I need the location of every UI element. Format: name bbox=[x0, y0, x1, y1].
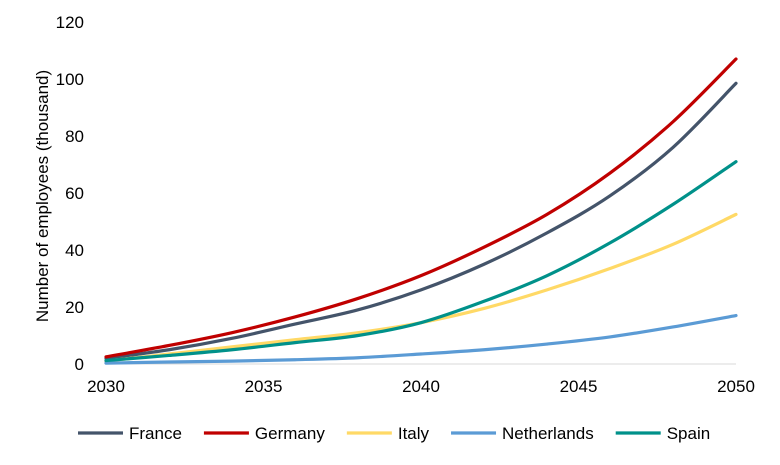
legend-label-italy: Italy bbox=[398, 424, 430, 443]
x-tick-label: 2050 bbox=[717, 377, 755, 396]
y-axis: 0 20 40 60 80 100 120 bbox=[56, 13, 84, 374]
series-line-germany bbox=[104, 57, 738, 359]
y-tick-label: 20 bbox=[65, 298, 84, 317]
series-line-spain bbox=[104, 160, 738, 363]
x-tick-label: 2040 bbox=[402, 377, 440, 396]
y-tick-label: 80 bbox=[65, 127, 84, 146]
x-tick-label: 2035 bbox=[245, 377, 283, 396]
plot-area bbox=[104, 57, 738, 365]
legend: France Germany Italy Netherlands Spain bbox=[78, 424, 710, 443]
series-line-france bbox=[104, 81, 738, 360]
x-axis: 2030 2035 2040 2045 2050 bbox=[87, 363, 755, 396]
series-line-netherlands bbox=[104, 313, 738, 365]
y-tick-label: 0 bbox=[75, 355, 84, 374]
y-tick-label: 100 bbox=[56, 70, 84, 89]
y-tick-label: 40 bbox=[65, 241, 84, 260]
x-tick-label: 2030 bbox=[87, 377, 125, 396]
legend-label-france: France bbox=[129, 424, 182, 443]
legend-label-germany: Germany bbox=[255, 424, 325, 443]
legend-label-netherlands: Netherlands bbox=[502, 424, 594, 443]
x-tick-label: 2045 bbox=[560, 377, 598, 396]
y-tick-label: 120 bbox=[56, 13, 84, 32]
y-axis-title: Number of employees (thousand) bbox=[33, 70, 52, 322]
legend-label-spain: Spain bbox=[667, 424, 710, 443]
y-tick-label: 60 bbox=[65, 184, 84, 203]
